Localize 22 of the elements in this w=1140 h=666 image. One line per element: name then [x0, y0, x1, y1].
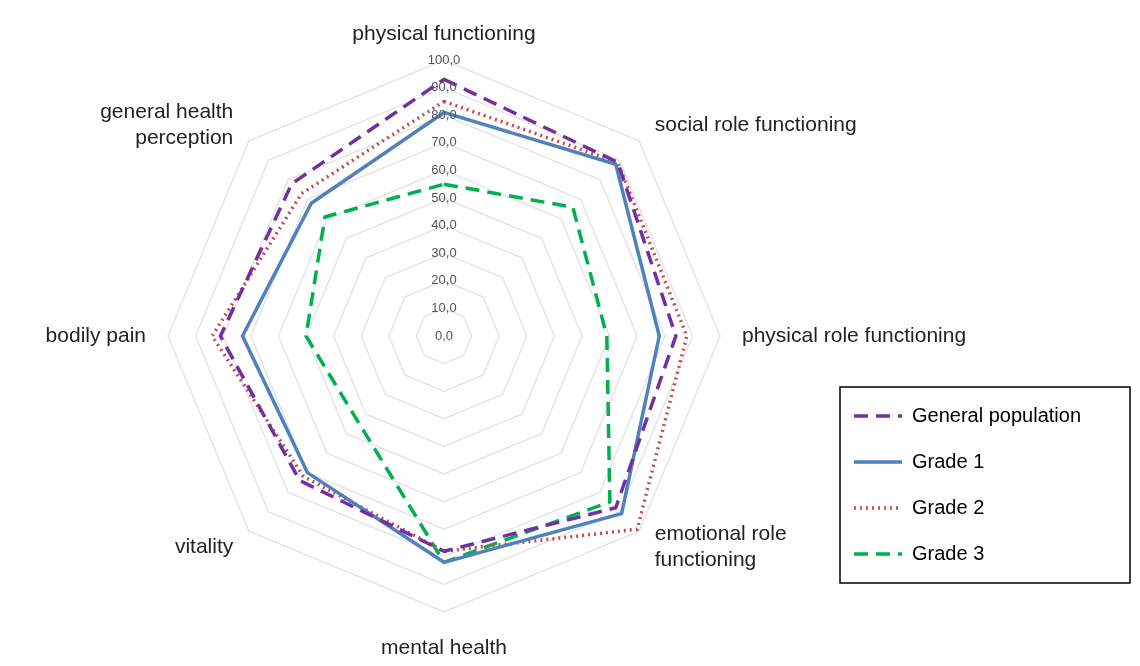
- legend-label: General population: [912, 403, 1082, 426]
- spoke-label: bodily pain: [45, 322, 146, 346]
- legend-label: Grade 2: [912, 495, 985, 518]
- legend-label: Grade 1: [912, 449, 985, 472]
- y-tick-label: 70,0: [431, 134, 457, 150]
- y-tick-label: 10,0: [431, 299, 457, 315]
- spoke-label: social role functioning: [654, 112, 857, 136]
- y-tick-label: 40,0: [431, 217, 457, 233]
- spoke-label: vitality: [174, 533, 234, 557]
- y-tick-label: 90,0: [431, 79, 457, 95]
- y-tick-label: 30,0: [431, 244, 457, 260]
- spoke-label: mental health: [380, 634, 508, 658]
- y-tick-label: 100,0: [427, 51, 461, 67]
- spoke-label: general health perception: [100, 99, 234, 149]
- y-tick-label: 60,0: [431, 161, 457, 177]
- y-tick-label: 0,0: [434, 327, 454, 343]
- y-tick-label: 50,0: [431, 189, 457, 205]
- spoke-label: physical role functioning: [742, 322, 967, 346]
- spoke-label: emotional role functioning: [654, 520, 787, 570]
- y-tick-label: 20,0: [431, 272, 457, 288]
- spoke-label: physical functioning: [352, 20, 536, 44]
- legend-label: Grade 3: [912, 541, 985, 564]
